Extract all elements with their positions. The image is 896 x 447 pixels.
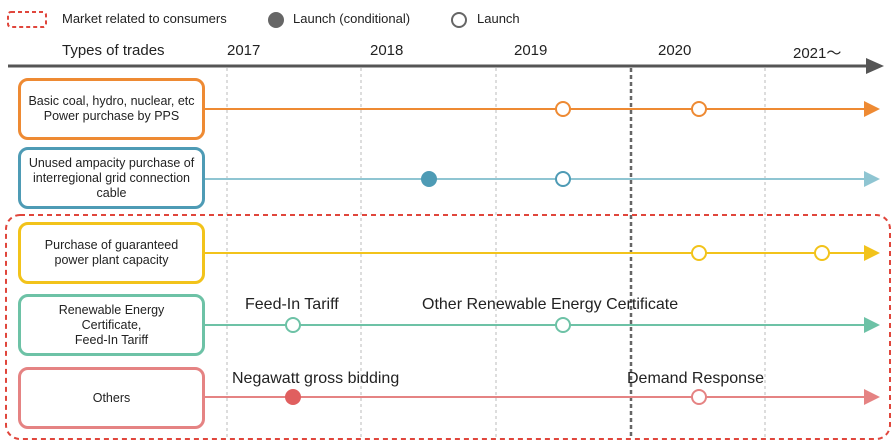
- label-line: Certificate,: [81, 317, 142, 332]
- label-line: Renewable Energy: [58, 302, 165, 317]
- timeline-axis-arrow: [866, 58, 884, 74]
- row5-conditional-marker: [285, 389, 301, 405]
- label-line: Others: [92, 390, 131, 405]
- trade-type-box-interregional: Unused ampacity purchase of interregiona…: [18, 147, 205, 209]
- legend-launch-label: Launch: [477, 11, 520, 26]
- annotation-feed-in-tariff: Feed-In Tariff: [245, 296, 339, 313]
- row2-launch-marker: [555, 171, 571, 187]
- year-label-2019: 2019: [514, 42, 548, 59]
- annotation-negawatt: Negawatt gross bidding: [232, 370, 400, 387]
- row5-arrow: [864, 389, 880, 405]
- trade-type-box-others: Others: [18, 367, 205, 429]
- trade-type-box-basic-power: Basic coal, hydro, nuclear, etc Power pu…: [18, 78, 205, 140]
- row2-arrow: [864, 171, 880, 187]
- row3-arrow: [864, 245, 880, 261]
- trade-type-label: Renewable Energy Certificate, Feed-In Ta…: [59, 303, 165, 348]
- label-line: Feed-In Tariff: [74, 332, 149, 347]
- year-label-2021: 2021～: [793, 45, 842, 62]
- label-line: Basic coal, hydro, nuclear, etc: [28, 94, 195, 108]
- row4-launch-marker-rec: [555, 317, 571, 333]
- row4-arrow: [864, 317, 880, 333]
- legend-launch-marker: [451, 12, 467, 28]
- row2-conditional-marker: [421, 171, 437, 187]
- annotation-demand-response: Demand Response: [627, 370, 764, 387]
- legend-market-swatch: [7, 11, 47, 28]
- label-line: Purchase of guaranteed: [44, 238, 179, 252]
- trade-type-label: Unused ampacity purchase of interregiona…: [29, 156, 194, 201]
- row4-launch-marker-fit: [285, 317, 301, 333]
- trade-type-label: Basic coal, hydro, nuclear, etc Power pu…: [28, 94, 194, 124]
- annotation-other-rec: Other Renewable Energy Certificate: [422, 296, 679, 313]
- row5-launch-marker: [691, 389, 707, 405]
- label-line: cable: [96, 185, 127, 200]
- year-label-2017: 2017: [227, 42, 261, 59]
- label-line: Unused ampacity purchase of: [28, 155, 195, 170]
- row1-launch-marker-2019: [555, 101, 571, 117]
- row1-arrow: [864, 101, 880, 117]
- trade-type-label: Others: [93, 391, 131, 406]
- types-of-trades-label: Types of trades: [62, 42, 165, 59]
- label-line: interregional grid connection: [32, 170, 191, 185]
- legend-conditional-marker: [268, 12, 284, 28]
- legend-market-label: Market related to consumers: [62, 11, 227, 26]
- row1-launch-marker-2020: [691, 101, 707, 117]
- label-line: Power purchase by PPS: [43, 109, 180, 123]
- consumer-market-region: [5, 214, 891, 440]
- year-label-2020: 2020: [658, 42, 692, 59]
- trade-type-box-renewable: Renewable Energy Certificate, Feed-In Ta…: [18, 294, 205, 356]
- row3-launch-marker-2020: [691, 245, 707, 261]
- row3-launch-marker-2021: [814, 245, 830, 261]
- trade-type-box-capacity: Purchase of guaranteed power plant capac…: [18, 222, 205, 284]
- year-label-2018: 2018: [370, 42, 404, 59]
- legend-conditional-label: Launch (conditional): [293, 11, 411, 26]
- trade-type-label: Purchase of guaranteed power plant capac…: [45, 238, 178, 268]
- label-line: power plant capacity: [54, 253, 169, 267]
